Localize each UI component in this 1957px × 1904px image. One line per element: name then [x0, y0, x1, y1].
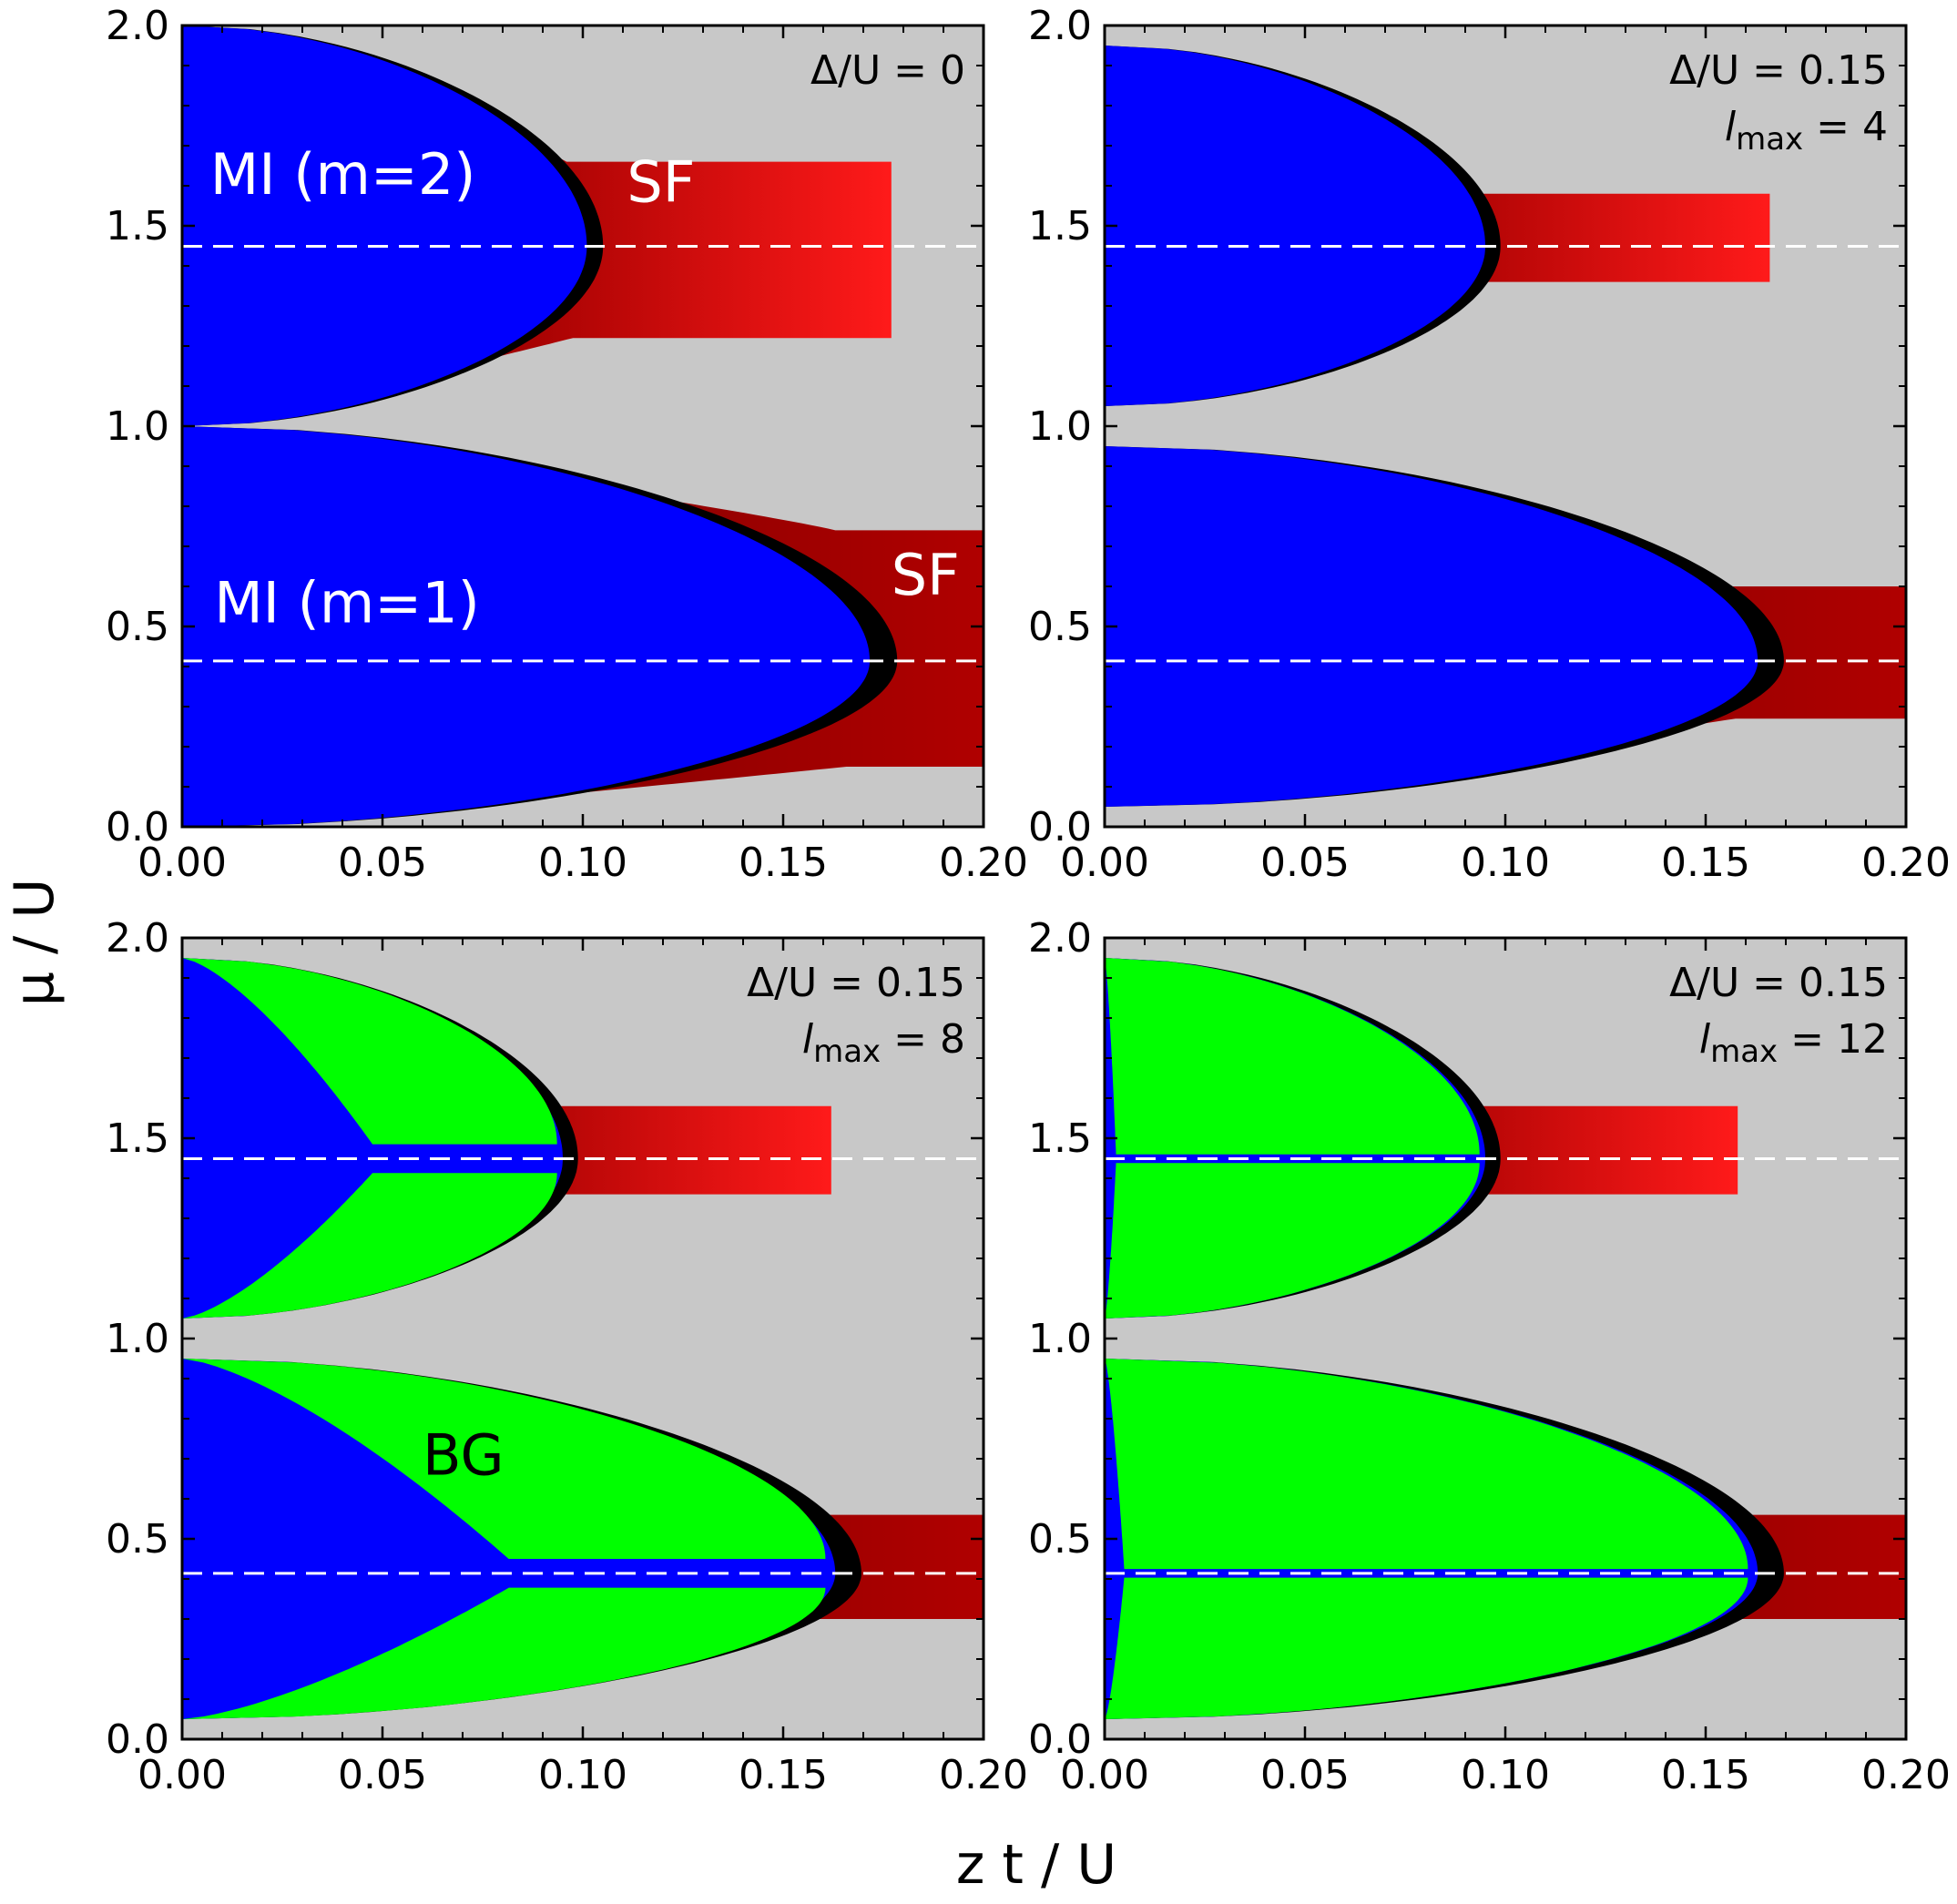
panel-top-left: MI (m=2) SF MI (m=1) SF 0.00 0.05 0.10 0.15 0.20… [106, 3, 1028, 886]
y-tick-label: 1.0 [1028, 1316, 1092, 1362]
lmax-annotation: lmax = 4 [1725, 104, 1888, 158]
x-tick-label: 0.05 [338, 840, 427, 886]
x-tick-label: 0.20 [1861, 1752, 1951, 1798]
bose-glass-region [1105, 1163, 1480, 1319]
mott-insulator-region [182, 426, 870, 827]
delta-annotation: Δ/U = 0.15 [747, 960, 965, 1006]
bose-glass-region [182, 1173, 557, 1319]
x-tick-label: 0.15 [739, 840, 828, 886]
x-tick-label: 0.10 [538, 1752, 627, 1798]
lmax-annotation: lmax = 8 [802, 1016, 965, 1070]
x-tick-label: 0.00 [138, 1752, 227, 1798]
bose-glass-region [182, 1359, 826, 1559]
region-label: BG [423, 1422, 505, 1489]
bose-glass-region [1105, 1577, 1748, 1719]
x-tick-label: 0.15 [1661, 1752, 1750, 1798]
bose-glass-region [182, 1587, 826, 1719]
x-tick-label: 0.20 [1861, 840, 1951, 886]
mott-insulator-region [182, 25, 587, 426]
bose-glass-region [1105, 1359, 1748, 1570]
region-label: MI (m=1) [214, 570, 480, 636]
y-tick-label: 2.0 [1028, 915, 1092, 962]
y-tick-label: 1.0 [1028, 403, 1092, 450]
x-tick-label: 0.10 [1461, 1752, 1550, 1798]
y-tick-label: 2.0 [1028, 3, 1092, 49]
region-label: SF [627, 149, 695, 216]
region-label: MI (m=2) [210, 141, 476, 208]
panel-top-right: 0.00 0.05 0.10 0.15 0.20 0.0 0.5 1.0 1.5 2.0 Δ/U =… [1028, 3, 1951, 886]
y-tick-label: 1.0 [106, 1316, 169, 1362]
x-tick-label: 0.15 [1661, 840, 1750, 886]
lmax-annotation: lmax = 12 [1699, 1016, 1888, 1070]
mott-insulator-region [1105, 46, 1485, 406]
x-tick-label: 0.10 [1461, 840, 1550, 886]
y-tick-label: 0.5 [106, 1516, 169, 1563]
x-tick-label: 0.00 [138, 840, 227, 886]
delta-annotation: Δ/U = 0.15 [1669, 47, 1888, 94]
region-label: SF [892, 542, 960, 608]
x-tick-label: 0.20 [939, 840, 1028, 886]
y-tick-label: 1.5 [106, 1115, 169, 1162]
panel-bottom-right: 0.00 0.05 0.10 0.15 0.20 0.0 0.5 1.0 1.5 2.0 Δ/U =… [1028, 915, 1951, 1798]
delta-annotation: Δ/U = 0.15 [1669, 960, 1888, 1006]
y-tick-label: 2.0 [106, 915, 169, 962]
x-tick-label: 0.05 [1260, 1752, 1350, 1798]
y-tick-label: 0.5 [1028, 604, 1092, 650]
panel-bottom-left: BG 0.00 0.05 0.10 0.15 0.20 0.0 0.5 1.0 1.5 2.0 Δ/U… [106, 915, 1028, 1798]
y-tick-label: 1.5 [1028, 1115, 1092, 1162]
x-tick-label: 0.15 [739, 1752, 828, 1798]
x-tick-label: 0.00 [1060, 840, 1149, 886]
x-tick-label: 0.20 [939, 1752, 1028, 1798]
y-tick-label: 0.0 [1028, 1716, 1092, 1763]
x-axis-title: z t / U [956, 1833, 1116, 1897]
y-tick-label: 1.5 [1028, 203, 1092, 249]
x-tick-label: 0.05 [338, 1752, 427, 1798]
y-axis-title: μ / U [3, 879, 66, 1006]
y-tick-label: 0.5 [106, 604, 169, 650]
y-tick-label: 0.5 [1028, 1516, 1092, 1563]
x-tick-label: 0.00 [1060, 1752, 1149, 1798]
y-tick-label: 1.0 [106, 403, 169, 450]
y-tick-label: 0.0 [1028, 804, 1092, 850]
y-tick-label: 0.0 [106, 1716, 169, 1763]
x-tick-label: 0.10 [538, 840, 627, 886]
y-tick-label: 2.0 [106, 3, 169, 49]
mott-insulator-region [1105, 446, 1758, 807]
bose-glass-region [1105, 958, 1480, 1155]
bose-glass-region [182, 958, 557, 1145]
x-tick-label: 0.05 [1260, 840, 1350, 886]
delta-annotation: Δ/U = 0 [810, 47, 965, 94]
y-tick-label: 0.0 [106, 804, 169, 850]
y-tick-label: 1.5 [106, 203, 169, 249]
